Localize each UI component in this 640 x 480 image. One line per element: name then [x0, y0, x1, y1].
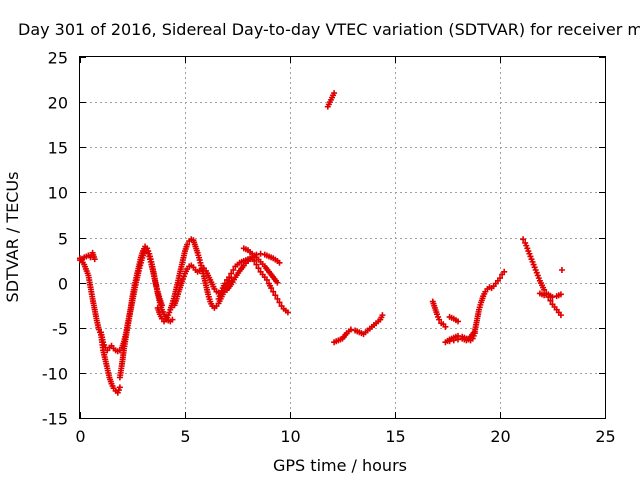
- data-point: [184, 241, 191, 248]
- tick-labels: 0 5 10 15 20 25 -15 -10 -5 0 5 10 15 20 25: [42, 49, 616, 447]
- x-tick-label: 0: [75, 427, 85, 446]
- data-point: [257, 250, 264, 257]
- data-point: [455, 336, 461, 343]
- data-point: [436, 316, 443, 323]
- data-point: [557, 291, 564, 298]
- data-point: [557, 312, 564, 319]
- data-point: [272, 292, 279, 299]
- data-point: [520, 236, 527, 243]
- data-point: [541, 286, 548, 293]
- x-tick-label: 10: [280, 427, 300, 446]
- data-point: [347, 326, 354, 333]
- data-point: [91, 256, 98, 263]
- y-tick-label: -10: [42, 365, 68, 384]
- data-point: [255, 265, 262, 272]
- x-axis-label: GPS time / hours: [273, 456, 407, 475]
- data-point: [169, 316, 176, 323]
- data-point: [442, 323, 449, 330]
- data-point: [549, 294, 556, 301]
- plot-frame: [79, 56, 606, 419]
- data-point: [270, 288, 277, 295]
- x-tick-label: 15: [385, 427, 405, 446]
- y-tick-label: -5: [52, 320, 68, 339]
- data-point: [455, 318, 461, 325]
- y-tick-label: 25: [48, 49, 68, 68]
- y-tick-label: 0: [58, 275, 68, 294]
- data-point: [276, 299, 283, 306]
- x-tick-label: 5: [180, 427, 190, 446]
- x-tick-label: 25: [595, 427, 615, 446]
- data-point: [158, 302, 165, 309]
- data-point: [541, 292, 548, 299]
- data-point: [331, 90, 338, 97]
- data-point: [379, 312, 386, 319]
- data-point: [226, 274, 233, 281]
- data-point: [558, 266, 565, 273]
- data-point: [450, 337, 457, 344]
- chart-title: Day 301 of 2016, Sidereal Day-to-day VTE…: [18, 20, 640, 39]
- data-points: [77, 90, 565, 396]
- y-axis-label: SDTVAR / TECUs: [3, 172, 22, 303]
- data-point: [497, 275, 503, 282]
- y-tick-label: 5: [58, 230, 68, 249]
- data-point: [268, 285, 275, 292]
- data-point: [228, 270, 235, 277]
- y-tick-label: 10: [48, 184, 68, 203]
- data-point: [501, 268, 508, 275]
- data-point: [230, 266, 237, 273]
- data-point: [284, 309, 291, 316]
- data-point: [263, 276, 270, 283]
- grid-lines: [80, 57, 605, 418]
- data-point: [116, 384, 123, 391]
- data-point: [274, 279, 281, 286]
- x-tick-label: 20: [490, 427, 510, 446]
- y-tick-label: -15: [42, 410, 68, 429]
- data-point: [274, 295, 281, 302]
- data-point: [446, 338, 453, 345]
- data-point: [221, 280, 228, 287]
- y-tick-label: 15: [48, 139, 68, 158]
- data-point: [276, 259, 283, 266]
- data-point: [253, 261, 260, 268]
- axis-ticks: [80, 57, 606, 419]
- y-tick-label: 20: [48, 94, 68, 113]
